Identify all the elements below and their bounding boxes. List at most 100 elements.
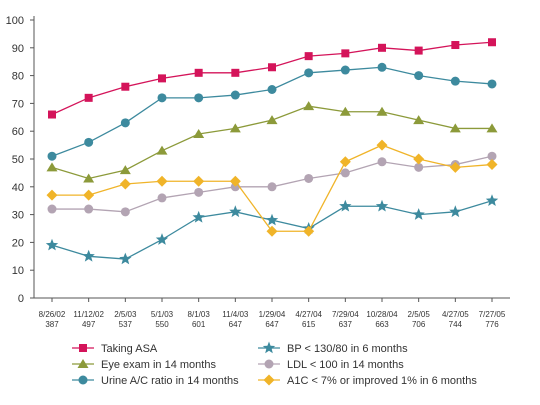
- data-point-circle: [267, 85, 277, 94]
- x-tick-label-date: 4/27/04: [295, 310, 322, 319]
- data-point-triangle: [449, 123, 461, 133]
- data-point-diamond: [193, 175, 205, 187]
- legend-swatch-triangle: [77, 359, 89, 368]
- data-point-triangle: [156, 145, 168, 155]
- x-tick-label-count: 744: [449, 320, 463, 329]
- data-point-square: [451, 41, 460, 50]
- data-point-square: [84, 93, 93, 102]
- data-point-square: [268, 63, 276, 72]
- data-point-circle: [340, 168, 350, 178]
- series-2: [47, 62, 497, 161]
- data-point-square: [488, 38, 496, 47]
- data-point-triangle: [339, 106, 351, 116]
- x-tick-label-date: 2/5/05: [408, 310, 431, 319]
- data-point-circle: [267, 182, 277, 192]
- x-tick-label-date: 7/29/04: [332, 310, 359, 319]
- x-tick-label-date: 1/29/04: [259, 310, 286, 319]
- legend-label: Eye exam in 14 months: [101, 359, 216, 371]
- data-point-triangle: [376, 106, 388, 116]
- data-point-triangle: [266, 115, 278, 125]
- data-point-square: [341, 49, 350, 58]
- legend-label: Taking ASA: [101, 343, 158, 355]
- data-point-triangle: [83, 173, 95, 183]
- data-point-diamond: [266, 225, 278, 237]
- data-point-star: [339, 199, 352, 212]
- x-tick-label-count: 601: [192, 320, 206, 329]
- data-point-diamond: [413, 153, 425, 165]
- x-tick-label-count: 497: [82, 320, 96, 329]
- data-point-star: [449, 205, 462, 218]
- legend-label: A1C < 7% or improved 1% in 6 months: [287, 375, 477, 387]
- y-tick-label: 0: [18, 293, 24, 305]
- legend-item: Taking ASA: [72, 343, 158, 355]
- x-tick-label-date: 11/12/02: [73, 310, 104, 319]
- legend-item: LDL < 100 in 14 months: [258, 359, 404, 371]
- chart-legend: Taking ASA Eye exam in 14 months Urine A/C…: [72, 341, 477, 387]
- x-tick-label-count: 637: [339, 320, 353, 329]
- legend-item: A1C < 7% or improved 1% in 6 months: [258, 374, 477, 387]
- data-point-circle: [340, 65, 350, 75]
- data-point-triangle: [119, 165, 131, 175]
- legend-swatch-star: [262, 341, 276, 354]
- data-point-diamond: [303, 225, 315, 237]
- chart-series: [45, 38, 499, 265]
- data-point-star: [229, 205, 242, 218]
- data-point-diamond: [449, 161, 461, 173]
- x-tick-label-date: 2/5/03: [114, 310, 137, 319]
- y-tick-label: 60: [12, 126, 24, 138]
- x-tick-label-count: 387: [45, 320, 59, 329]
- series-3: [45, 194, 499, 265]
- legend-swatch-square: [79, 344, 87, 352]
- x-tick-label-date: 8/26/02: [39, 310, 66, 319]
- data-point-triangle: [486, 123, 498, 133]
- data-point-circle: [377, 157, 387, 167]
- data-point-circle: [450, 76, 460, 86]
- series-line: [51, 41, 493, 116]
- y-tick-label: 100: [6, 15, 24, 27]
- data-point-square: [378, 43, 386, 52]
- data-point-circle: [304, 173, 314, 183]
- data-point-circle: [487, 151, 497, 161]
- data-point-star: [375, 199, 389, 212]
- legend-item: BP < 130/80 in 6 months: [258, 341, 408, 355]
- legend-swatch-diamond: [263, 374, 275, 386]
- data-point-square: [158, 74, 166, 83]
- x-tick-label-count: 706: [412, 320, 426, 329]
- y-tick-label: 40: [12, 182, 24, 194]
- data-point-circle: [47, 204, 57, 214]
- x-tick-label-count: 647: [229, 320, 243, 329]
- x-tick-label-count: 550: [155, 320, 169, 329]
- data-point-star: [82, 249, 95, 262]
- x-tick-label-date: 10/28/04: [366, 310, 398, 319]
- data-point-triangle: [46, 162, 58, 172]
- data-point-circle: [414, 71, 424, 81]
- y-tick-label: 10: [12, 265, 24, 277]
- data-point-diamond: [156, 175, 168, 187]
- data-point-diamond: [46, 189, 58, 201]
- series-line: [51, 66, 493, 157]
- data-point-diamond: [486, 159, 498, 171]
- data-point-star: [119, 252, 132, 265]
- data-point-square: [231, 68, 240, 77]
- data-point-circle: [377, 62, 387, 72]
- data-point-triangle: [193, 128, 205, 138]
- data-point-square: [304, 52, 313, 61]
- legend-item: Urine A/C ratio in 14 months: [72, 375, 239, 387]
- data-point-circle: [487, 79, 497, 89]
- legend-label: LDL < 100 in 14 months: [287, 359, 404, 371]
- data-point-diamond: [83, 189, 95, 201]
- data-point-star: [412, 208, 425, 220]
- data-point-diamond: [229, 175, 241, 187]
- data-point-circle: [120, 207, 130, 217]
- data-point-circle: [84, 204, 94, 214]
- legend-swatch-circle: [264, 359, 274, 369]
- y-tick-label: 50: [12, 154, 24, 166]
- x-tick-label-date: 5/1/03: [151, 310, 174, 319]
- legend-item: Eye exam in 14 months: [72, 359, 216, 371]
- legend-label: Urine A/C ratio in 14 months: [101, 375, 239, 387]
- data-point-triangle: [413, 115, 425, 125]
- data-point-star: [155, 233, 169, 245]
- y-tick-label: 80: [12, 71, 24, 83]
- y-tick-label: 30: [12, 210, 24, 222]
